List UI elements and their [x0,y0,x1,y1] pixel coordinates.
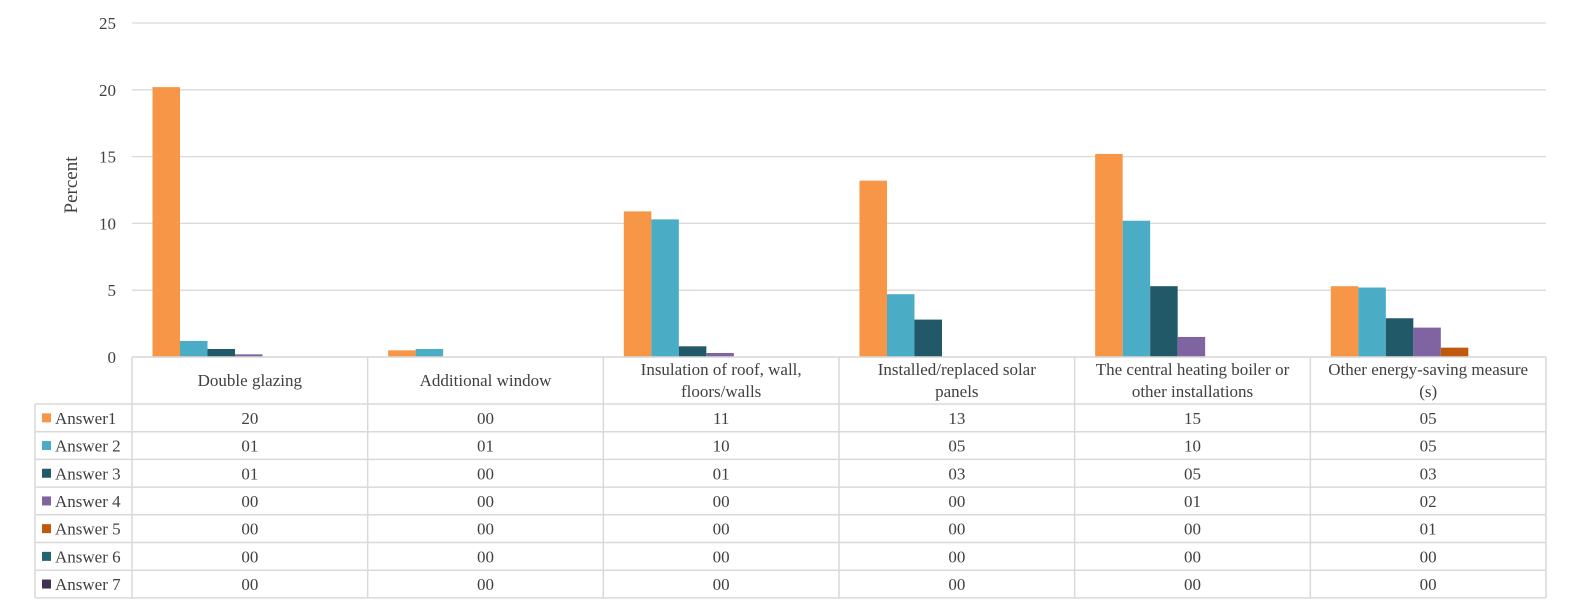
category-label: floors/walls [681,382,761,401]
legend-label: Answer 2 [55,437,121,456]
category-label: (s) [1419,382,1437,401]
data-table-cell: 01 [241,464,258,483]
data-table-cell: 00 [477,492,494,511]
legend-swatch [42,524,51,534]
data-table-cell: 00 [477,464,494,483]
bar [388,350,416,357]
bar [152,87,180,358]
bar [1413,327,1441,357]
data-table-cell: 00 [477,409,494,428]
bar [678,346,707,357]
data-table-cell: 00 [948,520,965,539]
data-table-cell: 00 [713,492,730,511]
data-table-cell: 01 [713,464,730,483]
category-label: The central heating boiler or [1096,360,1290,379]
data-table-cell: 20 [241,409,258,428]
category-label: Double glazing [198,371,303,390]
bar [1330,286,1359,357]
data-table-cell: 00 [241,547,258,566]
legend-swatch [42,551,51,561]
data-table-cell: 00 [1420,547,1437,566]
data-table-cell: 01 [1184,492,1201,511]
legend-swatch [42,579,51,589]
y-tick-label: 20 [99,81,116,100]
data-table-cell: 00 [1184,575,1201,594]
legend-label: Answer 7 [55,575,121,594]
data-table-cell: 00 [477,575,494,594]
bar [415,348,444,357]
legend-label: Answer 6 [55,547,121,566]
data-table-cell: 10 [1184,437,1201,456]
bar [623,211,652,357]
category-label: Installed/replaced solar [878,360,1036,379]
bar [180,340,208,357]
bar [859,180,887,357]
data-table-cell: 00 [713,547,730,566]
legend-label: Answer 5 [55,520,121,539]
bar [1177,336,1206,357]
data-table-cell: 03 [948,464,965,483]
category-label: Other energy-saving measure [1328,360,1528,379]
category-label: Additional window [420,371,552,390]
y-tick-label: 10 [99,214,116,233]
bar [1440,347,1469,357]
data-table-cell: 05 [1420,409,1437,428]
data-table-cell: 13 [948,409,965,428]
data-table-cell: 05 [1184,464,1201,483]
category-label: other installations [1132,382,1253,401]
data-table-cell: 11 [713,409,729,428]
data-table-cell: 00 [1184,547,1201,566]
data-table-cell: 00 [1184,520,1201,539]
data-table-cell: 15 [1184,409,1201,428]
data-table-cell: 00 [1420,575,1437,594]
data-table-cell: 00 [713,520,730,539]
data-table-cell: 00 [241,520,258,539]
bar [887,294,915,357]
data-table-cell: 01 [477,437,494,456]
data-table-cell: 00 [948,492,965,511]
data-table-cell: 00 [948,547,965,566]
y-tick-label: 5 [108,281,117,300]
y-tick-label: 25 [99,14,116,33]
category-label: Insulation of roof, wall, [641,360,802,379]
bar [1385,318,1414,357]
bar [1122,220,1151,357]
bar [706,352,734,357]
data-table-cell: 05 [948,437,965,456]
data-table-cell: 05 [1420,437,1437,456]
legend-swatch [42,496,51,506]
data-table-cell: 02 [1420,492,1437,511]
data-table-cell: 00 [241,492,258,511]
legend-swatch [42,441,51,451]
category-label: panels [935,382,978,401]
data-table-cell: 00 [948,575,965,594]
data-table-cell: 01 [241,437,258,456]
bar [914,319,942,357]
legend-swatch [42,468,51,478]
legend-label: Answer 3 [55,464,121,483]
legend-swatch [42,413,51,423]
data-table-cell: 00 [713,575,730,594]
bar [1358,287,1386,357]
data-table-cell: 00 [241,575,258,594]
bar [235,354,263,357]
data-table-cell: 10 [713,437,730,456]
y-axis-label: Percent [61,156,82,214]
bar [1150,286,1178,357]
data-table-cell: 00 [477,547,494,566]
data-table-cell: 00 [477,520,494,539]
bar [651,219,679,357]
y-tick-label: 0 [108,348,117,367]
bar [1095,153,1123,357]
legend-label: Answer1 [55,409,116,428]
y-tick-label: 15 [99,148,116,167]
data-table-cell: 01 [1420,520,1437,539]
data-table-cell: 03 [1420,464,1437,483]
legend-label: Answer 4 [55,492,121,511]
bar [207,348,235,357]
